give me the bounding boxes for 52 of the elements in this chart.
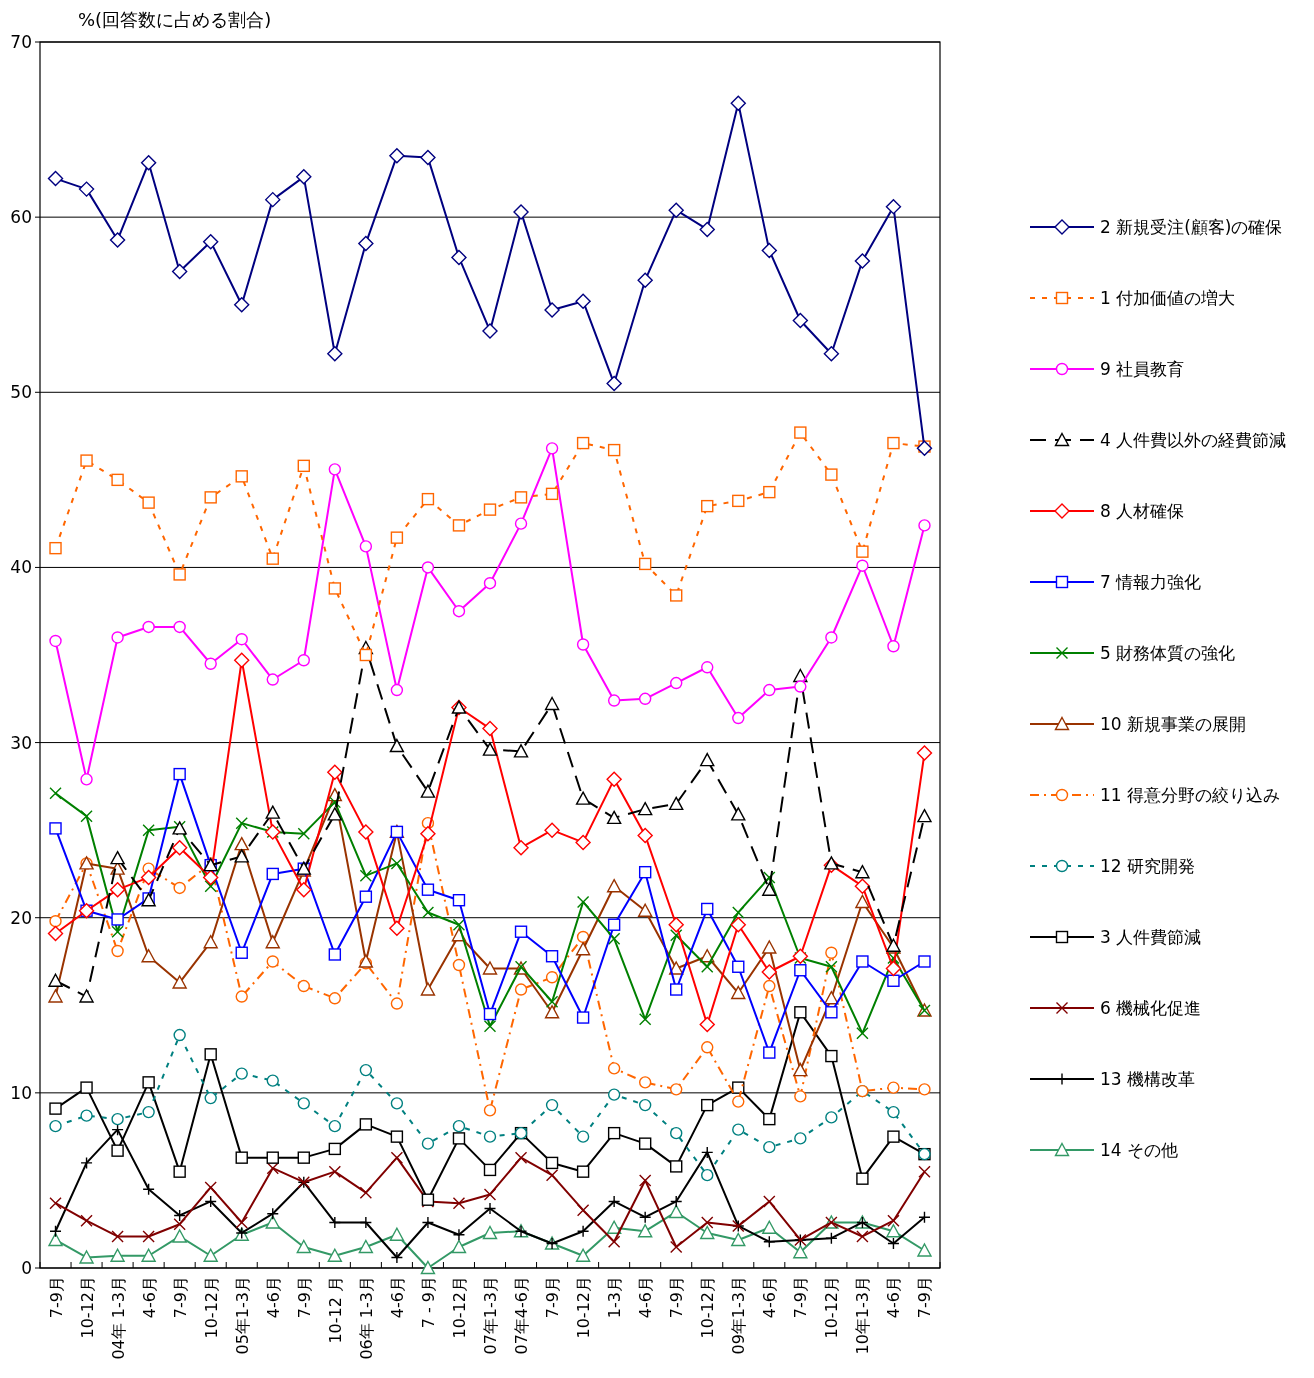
x-tick-label: 7-9月	[791, 1276, 811, 1319]
x-tick-label: 10年1-3月	[853, 1276, 873, 1355]
x-tick-label: 7-9月	[294, 1276, 314, 1319]
x-tick-label: 10-12月	[449, 1276, 469, 1339]
legend-label: 6 機械化促進	[1100, 998, 1202, 1018]
x-tick-label: 7-9月	[667, 1276, 687, 1319]
x-tick-label: 04年 1-3月	[108, 1276, 128, 1360]
x-tick-label: 7-9月	[915, 1276, 935, 1319]
x-tick-label: 10-12 月	[325, 1276, 345, 1344]
y-tick-label: 20	[10, 907, 32, 928]
legend-label: 10 新規事業の展開	[1100, 714, 1247, 734]
x-tick-label: 10-12月	[201, 1276, 221, 1339]
legend-label: 12 研究開発	[1100, 856, 1196, 876]
y-tick-label: 30	[10, 732, 32, 753]
x-tick-label: 1-3月	[605, 1276, 625, 1319]
x-tick-label: 10-12月	[698, 1276, 718, 1339]
x-tick-label: 06年 1-3月	[356, 1276, 376, 1360]
x-tick-label: 07年4-6月	[512, 1276, 532, 1355]
x-tick-label: 05年1-3月	[232, 1276, 252, 1355]
x-tick-label: 7-9月	[170, 1276, 190, 1319]
x-tick-label: 10-12月	[574, 1276, 594, 1339]
legend-label: 9 社員教育	[1100, 359, 1185, 379]
x-tick-label: 10-12月	[77, 1276, 97, 1339]
legend-label: 5 財務体質の強化	[1100, 643, 1236, 663]
x-tick-label: 7 - 9月	[418, 1276, 438, 1329]
y-axis-title: %(回答数に占める割合)	[78, 9, 272, 30]
x-tick-label: 09年1-3月	[729, 1276, 749, 1355]
x-tick-label: 7-9月	[46, 1276, 66, 1319]
y-tick-label: 0	[21, 1258, 32, 1278]
x-tick-label: 4-6月	[884, 1276, 904, 1319]
x-tick-label: 07年1-3月	[481, 1276, 500, 1355]
y-tick-label: 50	[10, 382, 32, 403]
legend-label: 13 機構改革	[1100, 1069, 1196, 1089]
x-tick-label: 4-6月	[760, 1276, 780, 1319]
legend-label: 8 人材確保	[1100, 501, 1185, 521]
legend-label: 7 情報力強化	[1100, 572, 1202, 592]
y-tick-label: 70	[10, 32, 32, 52]
x-tick-label: 4-6月	[139, 1276, 159, 1319]
x-tick-label: 4-6月	[263, 1276, 283, 1319]
x-tick-label: 7-9月	[543, 1276, 563, 1319]
legend-label: 2 新規受注(顧客)の確保	[1100, 217, 1283, 237]
y-tick-label: 60	[10, 207, 32, 228]
legend-label: 14 その他	[1100, 1140, 1179, 1160]
y-tick-label: 40	[10, 557, 32, 578]
x-tick-label: 10-12月	[822, 1276, 842, 1339]
legend-label: 11 得意分野の絞り込み	[1100, 785, 1281, 805]
legend-label: 1 付加価値の増大	[1100, 288, 1236, 308]
y-tick-label: 10	[10, 1082, 32, 1103]
legend-label: 3 人件費節減	[1100, 927, 1202, 947]
legend-label: 4 人件費以外の経費節減	[1100, 430, 1287, 450]
x-tick-label: 4-6月	[387, 1276, 407, 1319]
x-tick-label: 4-6月	[636, 1276, 656, 1319]
